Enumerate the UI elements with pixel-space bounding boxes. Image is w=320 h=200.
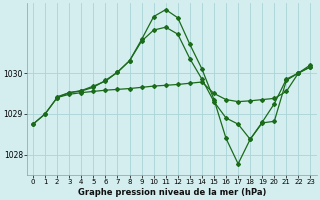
X-axis label: Graphe pression niveau de la mer (hPa): Graphe pression niveau de la mer (hPa) [77,188,266,197]
